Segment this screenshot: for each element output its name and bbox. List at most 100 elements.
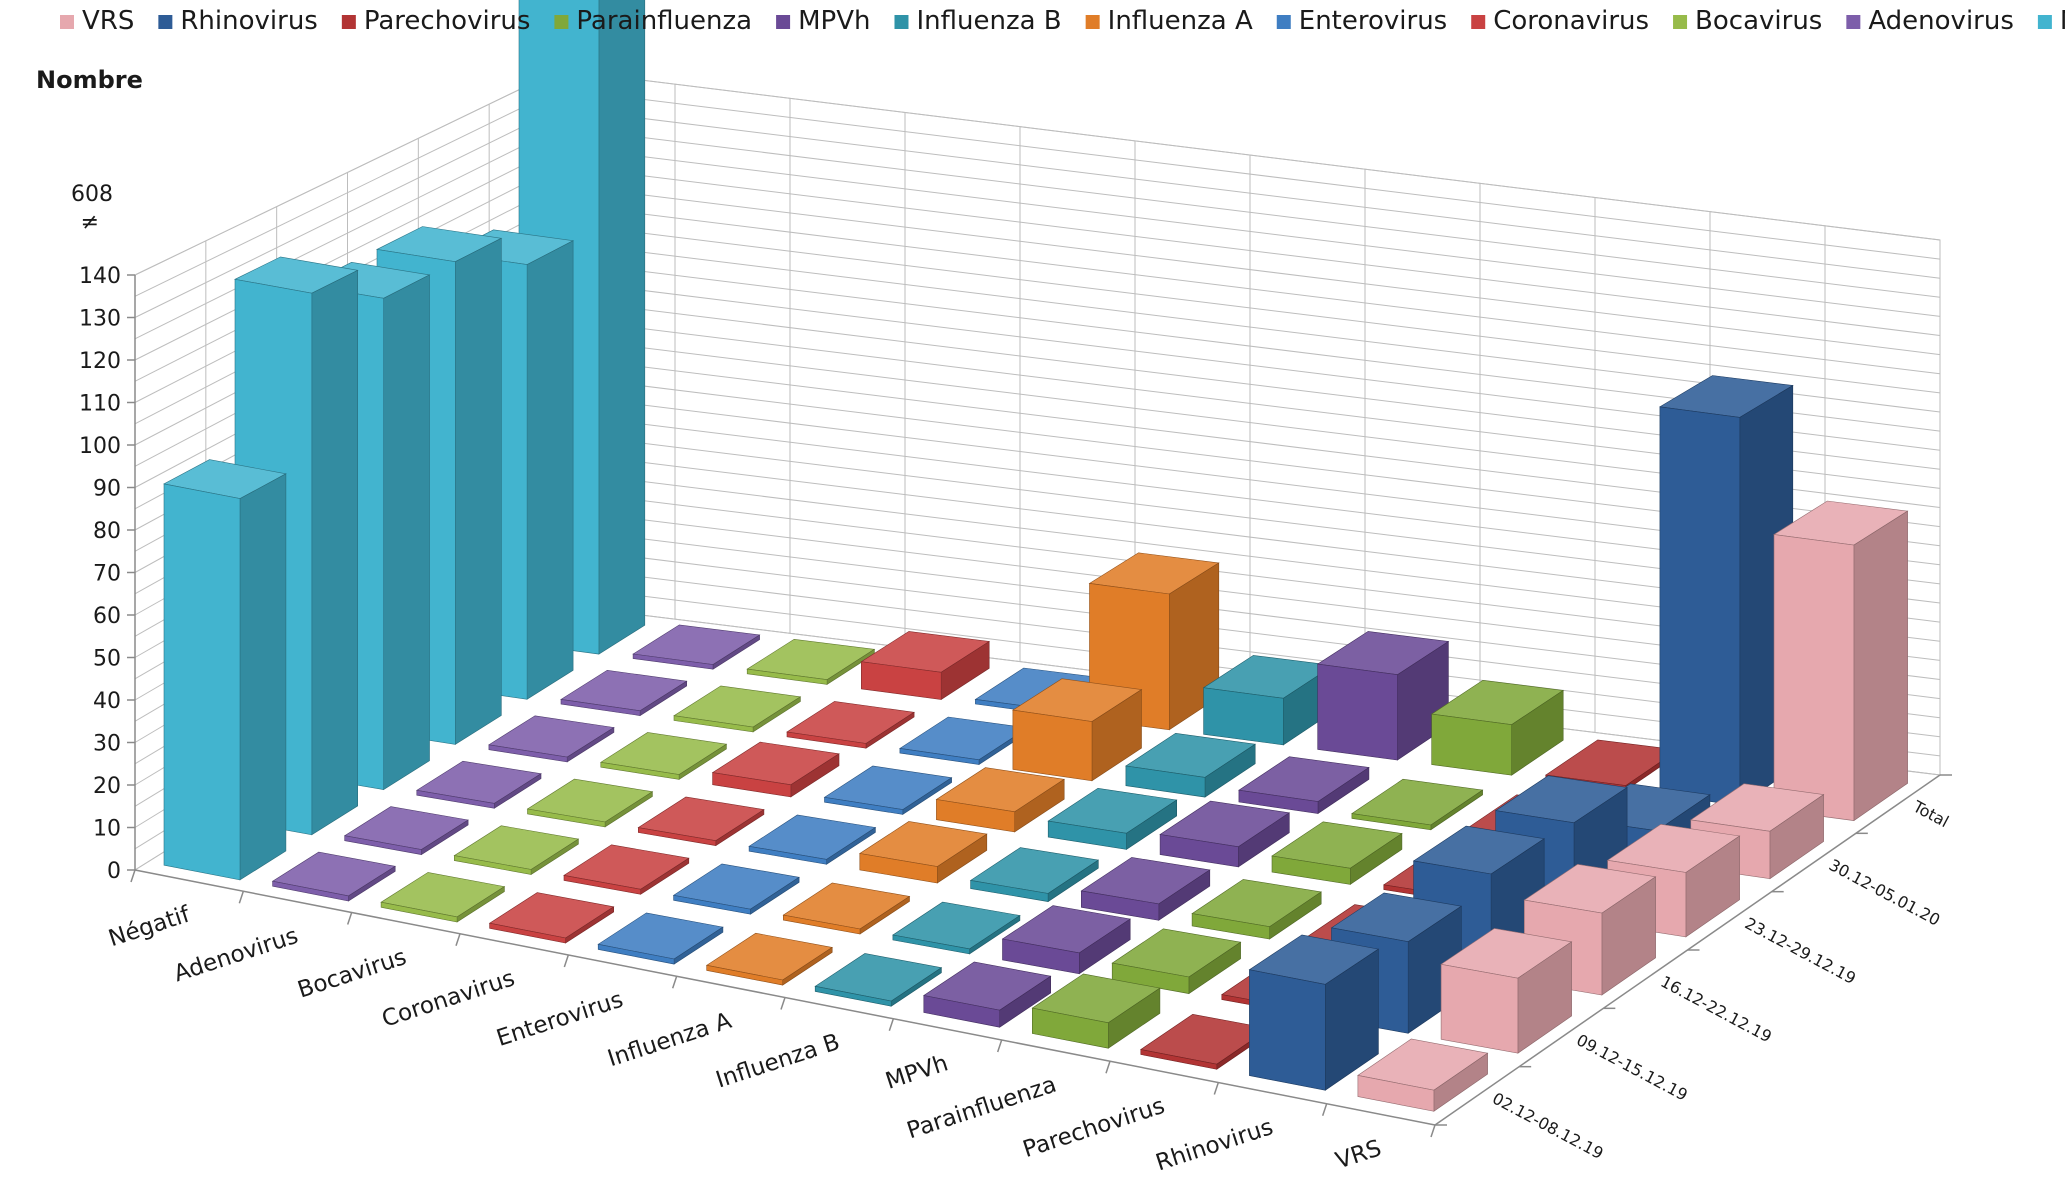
- bar: [453, 825, 580, 876]
- bar: [1440, 928, 1573, 1054]
- bar: [814, 953, 943, 1007]
- bar: [860, 631, 991, 701]
- bar: [1248, 934, 1380, 1091]
- bar-side: [383, 274, 430, 791]
- legend-label: Rhinovirus: [180, 6, 317, 36]
- bar-front: [1203, 687, 1284, 746]
- bar-front: [706, 964, 784, 986]
- y-tick-label: 120: [79, 349, 121, 374]
- bar-front: [637, 827, 717, 846]
- bar-front: [673, 894, 751, 915]
- legend-swatch: [554, 15, 569, 29]
- y-tick-label: 50: [93, 647, 121, 672]
- y-tick-label: 0: [107, 859, 121, 884]
- legend-item: Parainfluenza: [554, 6, 752, 36]
- legend-label: Parainfluenza: [576, 6, 752, 36]
- bar-side: [526, 240, 574, 700]
- x-category-label: Enterovirus: [493, 987, 626, 1052]
- y-tick-label: 10: [93, 817, 121, 842]
- bar-front: [1659, 406, 1741, 806]
- y-tick-label: 30: [93, 732, 121, 757]
- bar: [1080, 857, 1211, 921]
- bar: [1316, 631, 1450, 761]
- bar-front: [1773, 534, 1855, 821]
- legend-item: Bocavirus: [1673, 6, 1822, 36]
- bar-front: [970, 880, 1049, 902]
- x-category-label: Coronavirus: [379, 965, 518, 1032]
- bar-front: [860, 661, 942, 700]
- bar: [782, 882, 911, 935]
- bar-front: [786, 731, 867, 749]
- y-tick-label: 140: [79, 264, 121, 289]
- bar: [1773, 500, 1909, 822]
- bar: [823, 765, 953, 815]
- z-category-label: 23.12-29.12.19: [1742, 914, 1859, 988]
- bar-front: [782, 914, 861, 935]
- bar-front: [597, 943, 675, 965]
- bar-front: [1111, 962, 1190, 994]
- legend-swatch: [776, 15, 791, 29]
- bar-front: [936, 799, 1016, 833]
- legend-item: Influenza B: [894, 6, 1062, 36]
- bar: [1351, 778, 1484, 831]
- bar-front: [527, 808, 606, 828]
- bar-front: [1357, 1075, 1435, 1112]
- bar-front: [1032, 1007, 1109, 1049]
- bar: [1088, 552, 1220, 731]
- bar-front: [344, 835, 422, 855]
- bar-front: [1271, 855, 1351, 885]
- bar: [711, 741, 840, 798]
- bar: [163, 459, 287, 881]
- bar-front: [859, 853, 938, 884]
- bar: [748, 814, 877, 865]
- legend-swatch: [2037, 15, 2052, 29]
- bar-front: [1081, 890, 1160, 921]
- legend-label: Adenovirus: [1868, 6, 2014, 36]
- legend-label: Coronavirus: [1493, 6, 1649, 36]
- y-tick-label: 60: [93, 604, 121, 629]
- bar-front: [1140, 1049, 1218, 1070]
- bar-front: [1191, 913, 1270, 940]
- bar: [563, 844, 690, 895]
- legend-item: Rhinovirus: [158, 6, 318, 36]
- bar: [415, 760, 542, 809]
- bar: [1047, 787, 1178, 850]
- legend-item: Négatif: [2037, 6, 2065, 36]
- legend-label: Influenza B: [916, 6, 1061, 36]
- y-tick-label: 110: [79, 392, 121, 417]
- bar-side: [454, 237, 502, 745]
- bar: [672, 863, 800, 915]
- bar: [786, 701, 915, 749]
- bar-front: [1249, 969, 1326, 1091]
- legend-item: VRS: [60, 6, 134, 36]
- legend-item: MPVh: [776, 6, 870, 36]
- bar: [632, 624, 761, 670]
- bar: [637, 796, 765, 847]
- legend-swatch: [1846, 15, 1861, 29]
- y-axis-title: Nombre: [36, 66, 143, 94]
- y-tick-label: 80: [93, 519, 121, 544]
- legend-label: Négatif: [2060, 6, 2065, 36]
- legend-item: Adenovirus: [1846, 6, 2014, 36]
- x-category-label: Bocavirus: [295, 944, 410, 1004]
- legend-item: Coronavirus: [1471, 6, 1649, 36]
- bar-front: [1431, 713, 1512, 776]
- y-axis-break-symbol: ≠: [81, 210, 99, 235]
- bar: [673, 685, 802, 733]
- bar-front: [899, 748, 980, 765]
- bar-side: [1853, 510, 1908, 822]
- bar-front: [632, 653, 714, 670]
- bar-front: [560, 699, 641, 716]
- bar: [892, 901, 1021, 955]
- bar-front: [272, 880, 349, 902]
- x-tick-mark: [888, 1018, 895, 1031]
- bar-front: [1125, 765, 1206, 798]
- legend-swatch: [894, 15, 909, 29]
- bar-front: [600, 761, 680, 780]
- legend-label: Bocavirus: [1695, 6, 1822, 36]
- x-tick-mark: [563, 954, 570, 968]
- bar-front: [1238, 789, 1319, 814]
- bar-side: [239, 473, 287, 881]
- legend-label: Enterovirus: [1299, 6, 1447, 36]
- bar: [488, 892, 615, 944]
